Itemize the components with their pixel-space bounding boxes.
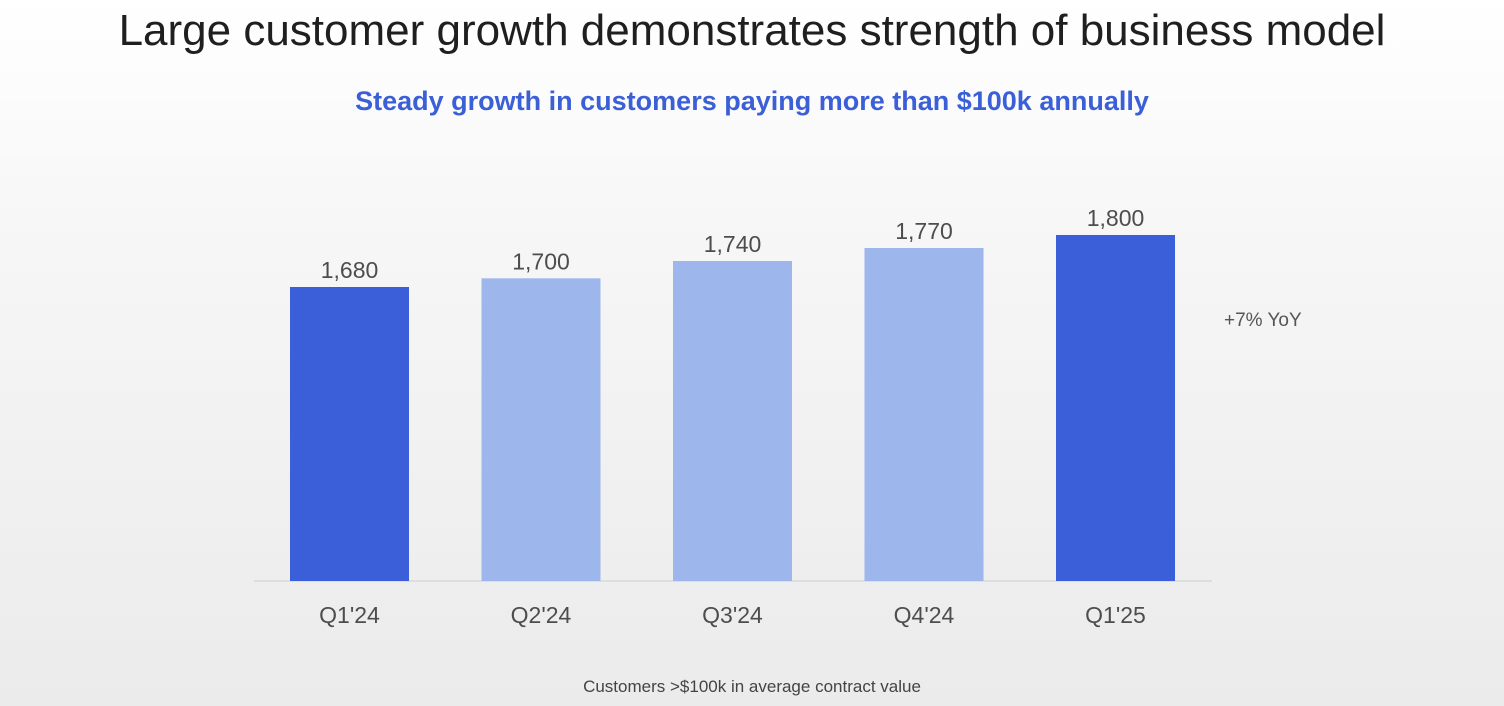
bar-0 [290,287,409,581]
yoy-annotation: +7% YoY [1224,310,1302,331]
chart-footnote: Customers >$100k in average contract val… [583,677,921,696]
x-tick-label-2: Q3'24 [702,602,763,628]
data-label-0: 1,680 [321,257,379,283]
x-tick-label-3: Q4'24 [894,602,955,628]
bar-4 [1056,235,1175,581]
data-label-2: 1,740 [704,231,762,257]
x-tick-label-1: Q2'24 [511,602,572,628]
data-label-3: 1,770 [895,218,953,244]
data-label-1: 1,700 [512,248,570,274]
slide-subtitle: Steady growth in customers paying more t… [355,86,1149,116]
bars-group: 1,680 Q1'24 1,700 Q2'24 1,740 Q3'24 1,770 Q4'24… [290,205,1175,628]
bar-1 [481,278,601,581]
x-tick-label-0: Q1'24 [319,602,380,628]
data-label-4: 1,800 [1087,205,1145,231]
bar-2 [673,261,792,581]
slide-title: Large customer growth demonstrates stren… [118,6,1386,55]
bar-3 [864,248,984,581]
x-tick-label-4: Q1'25 [1085,602,1146,628]
